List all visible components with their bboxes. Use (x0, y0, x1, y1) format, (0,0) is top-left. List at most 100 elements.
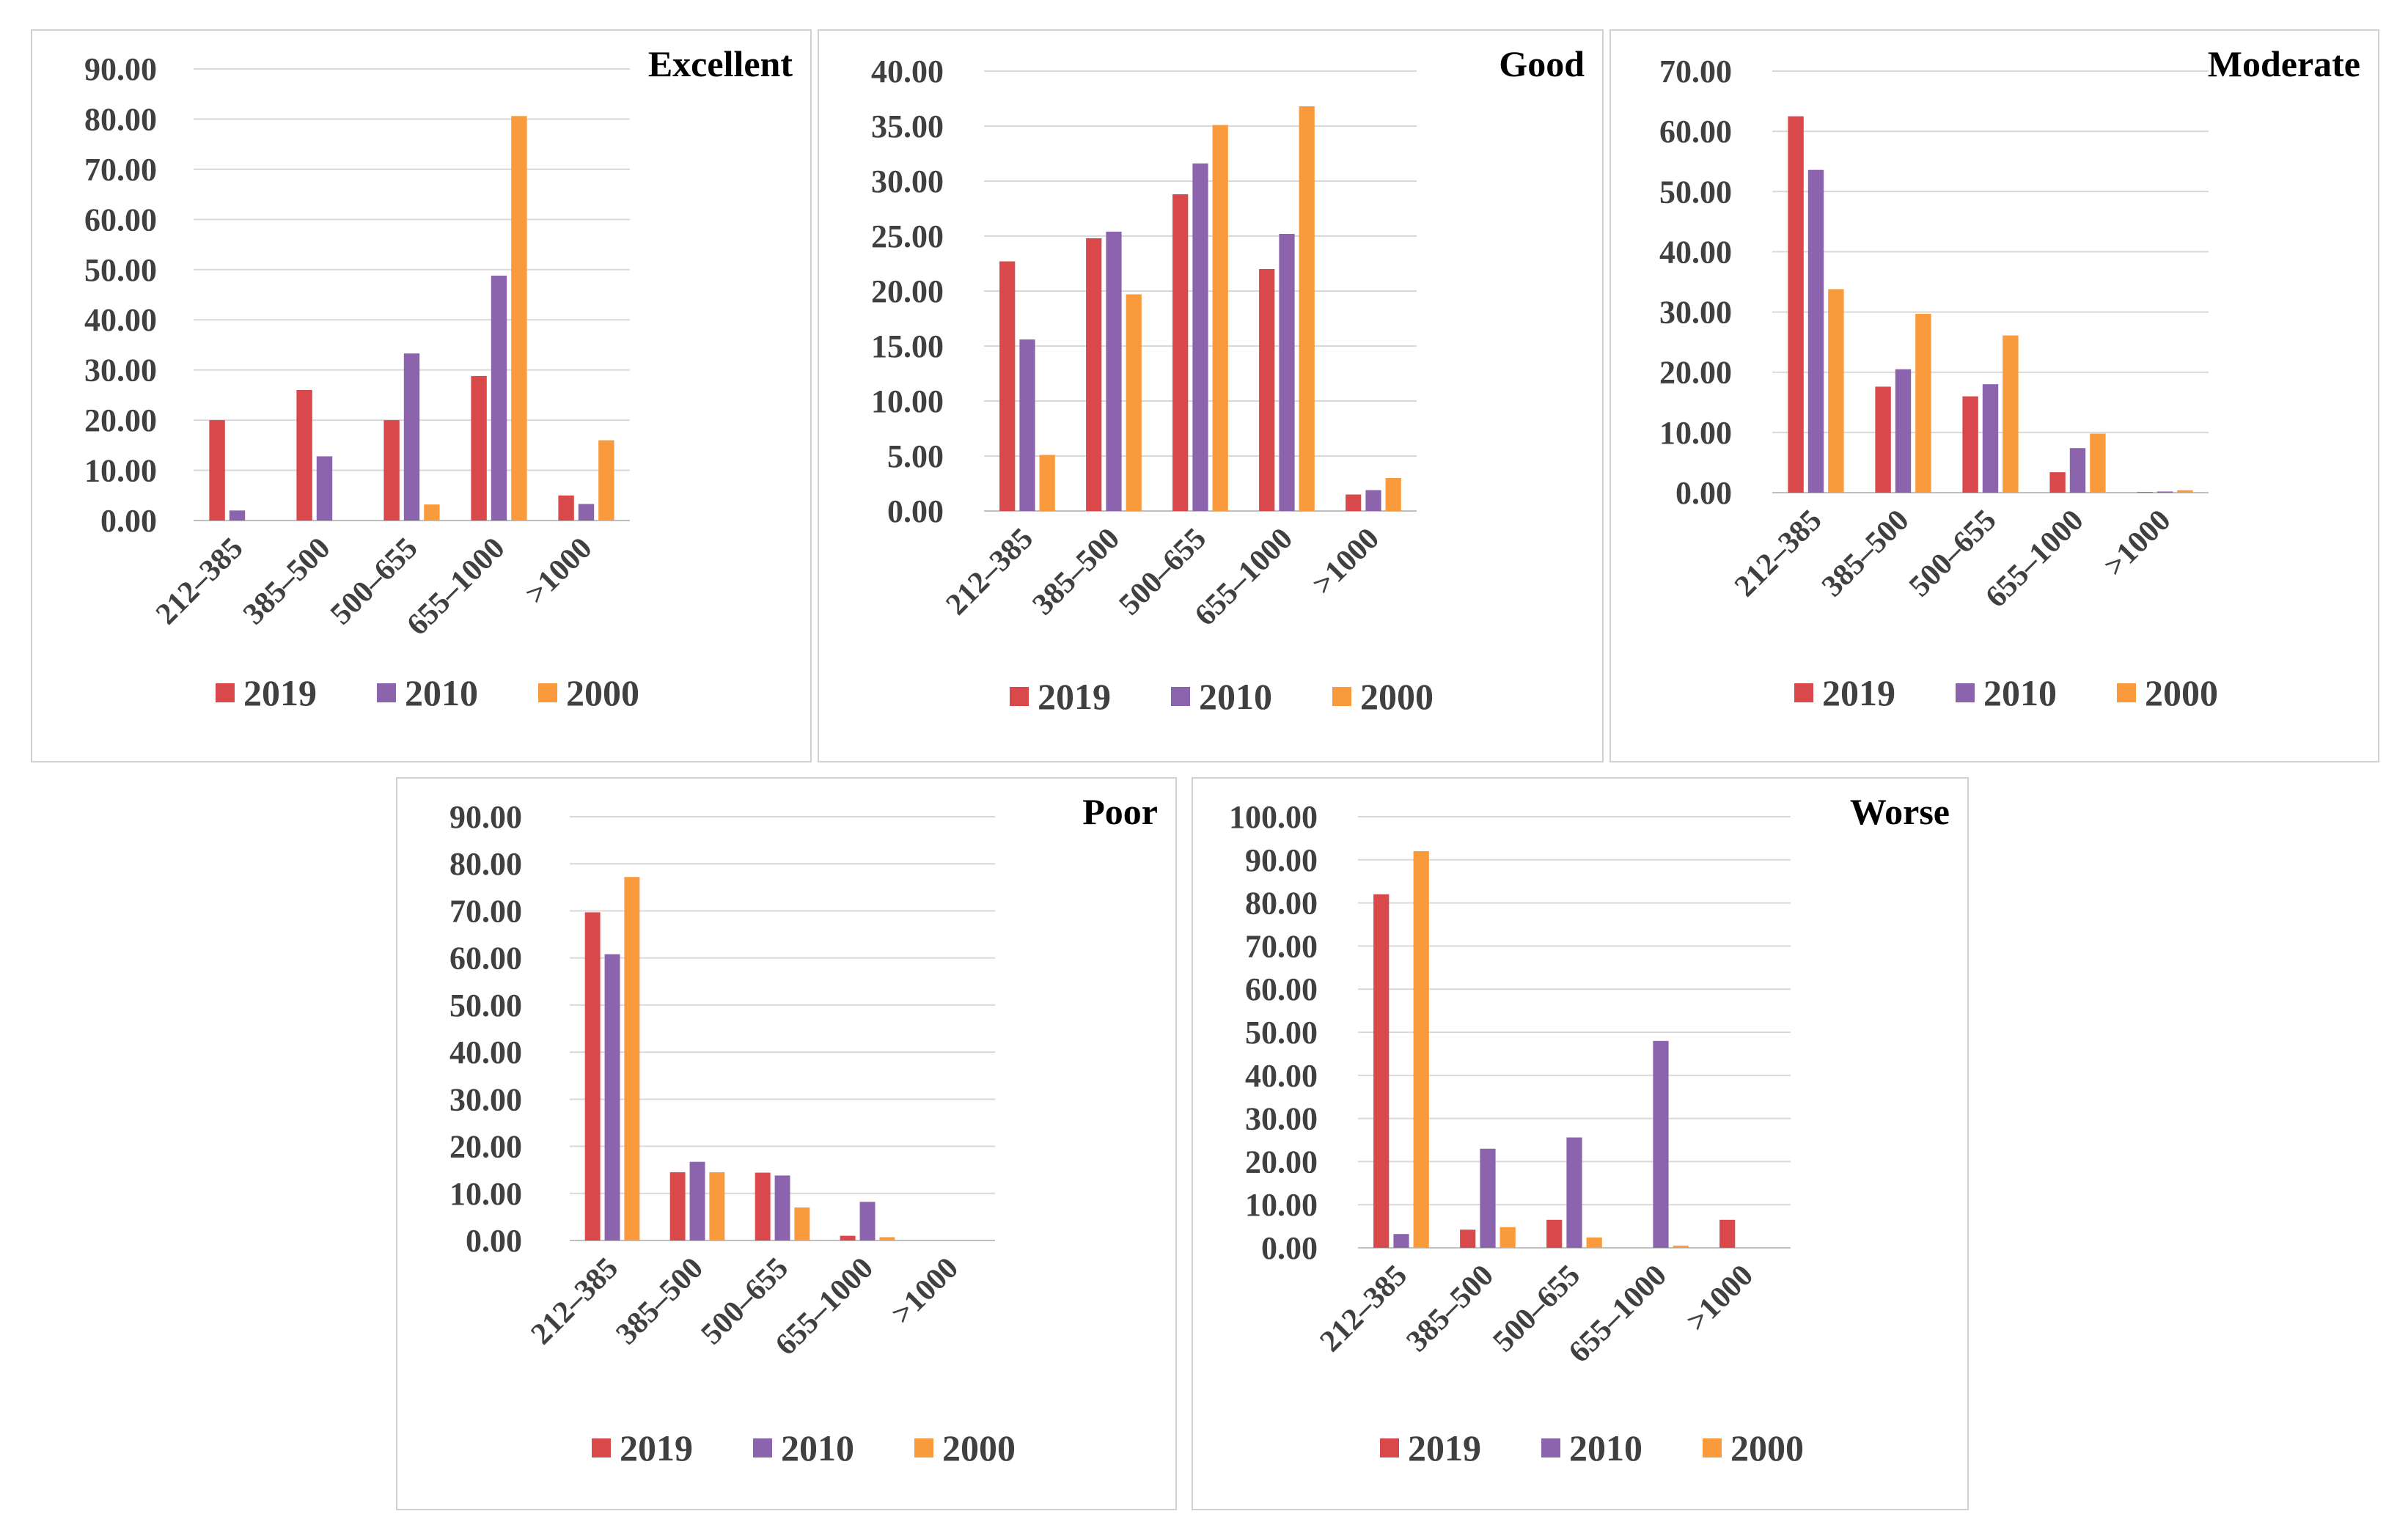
bar-2000-1 (624, 877, 640, 1240)
legend-label-2000: 2000 (1730, 1427, 1804, 1468)
y-tick-label: 60.00 (1245, 971, 1318, 1007)
bar-2010-4 (859, 1202, 876, 1240)
y-tick-label: 40.00 (84, 302, 157, 338)
legend-label-2000: 2000 (942, 1427, 1016, 1468)
y-tick-label: 15.00 (871, 328, 944, 364)
chart-title: Poor (1082, 791, 1158, 832)
legend-swatch-2010 (1171, 687, 1190, 706)
bar-2000-2 (1126, 294, 1142, 511)
legend-swatch-2019 (592, 1438, 611, 1457)
bar-2010-5 (578, 504, 595, 521)
y-tick-label: 40.00 (871, 54, 944, 89)
x-tick-label: 385–500 (237, 532, 337, 631)
bar-2019-5 (558, 495, 574, 521)
legend-label-2010: 2010 (1569, 1427, 1642, 1468)
bar-2019-3 (1546, 1219, 1563, 1248)
bar-2000-3 (1586, 1237, 1602, 1248)
bar-2010-3 (403, 353, 420, 521)
bar-2010-3 (1192, 163, 1208, 511)
bar-2019-1 (209, 420, 225, 521)
x-tick-label: 212–385 (525, 1251, 625, 1351)
x-tick-label: 655–1000 (1979, 504, 2090, 614)
y-tick-label: 50.00 (1659, 174, 1732, 210)
x-tick-label: 655–1000 (400, 532, 511, 642)
bar-2000-4 (511, 116, 527, 521)
chart-excellent: Excellent 0.00 10.00 20.00 30.00 40.00 50.00 60… (84, 43, 793, 713)
y-tick-label: 30.00 (449, 1081, 522, 1117)
y-tick-label: 20.00 (1245, 1144, 1318, 1180)
bar-2010-2 (316, 456, 333, 521)
bar-2019-2 (296, 390, 312, 521)
x-tick-label: >1000 (2098, 504, 2178, 584)
y-tick-label: 30.00 (871, 163, 944, 199)
y-tick-label: 40.00 (1659, 234, 1732, 270)
x-tick-label: >1000 (1306, 522, 1386, 602)
bar-2000-3 (424, 504, 440, 521)
y-tick-label: 35.00 (871, 109, 944, 144)
x-tick-label: 212–385 (150, 532, 249, 631)
bar-2010-2 (1480, 1148, 1496, 1248)
x-tick-label: >1000 (885, 1251, 965, 1331)
bar-2000-1 (1828, 289, 1844, 493)
x-tick-label: >1000 (1680, 1259, 1760, 1339)
bar-2010-3 (1566, 1137, 1582, 1248)
bar-2019-2 (1086, 238, 1102, 511)
legend-swatch-2010 (753, 1438, 772, 1457)
chart-title: Excellent (648, 43, 793, 84)
bar-2019-4 (471, 375, 487, 521)
y-tick-label: 25.00 (871, 218, 944, 254)
bar-2010-3 (1982, 384, 1999, 493)
chart-panel-poor: Poor 0.00 10.00 20.00 30.00 40.00 50.00 60.00 70… (396, 777, 1177, 1510)
bar-2010-1 (229, 510, 246, 521)
bar-2019-1 (584, 912, 601, 1240)
y-tick-label: 20.00 (871, 273, 944, 309)
bar-2019-1 (999, 261, 1016, 511)
bar-2000-2 (1500, 1227, 1516, 1248)
legend-swatch-2019 (1010, 687, 1029, 706)
bar-2000-5 (598, 440, 614, 521)
y-tick-label: 0.00 (466, 1223, 522, 1259)
bar-2010-2 (689, 1161, 705, 1240)
legend-label-2019: 2019 (620, 1427, 693, 1468)
legend-label-2000: 2000 (566, 672, 639, 713)
y-tick-label: 50.00 (84, 252, 157, 288)
bar-2000-4 (2090, 433, 2106, 493)
bar-2000-1 (1039, 455, 1055, 511)
legend-label-2000: 2000 (2145, 672, 2218, 713)
chart-panel-good: Good 0.00 5.00 10.00 15.00 20.00 25.00 30.00 35.… (818, 29, 1604, 762)
legend-swatch-2000 (1332, 687, 1351, 706)
bar-2019-4 (840, 1235, 856, 1240)
bar-2019-4 (1259, 269, 1275, 511)
y-tick-label: 10.00 (1659, 415, 1732, 451)
y-tick-label: 80.00 (449, 846, 522, 882)
bar-2010-4 (491, 276, 507, 521)
chart-panel-moderate: Moderate 0.00 10.00 20.00 30.00 40.00 50.00 60.… (1609, 29, 2379, 762)
x-tick-label: 212–385 (940, 522, 1040, 622)
y-tick-label: 50.00 (449, 988, 522, 1023)
legend-label-2000: 2000 (1360, 676, 1434, 717)
y-tick-label: 10.00 (871, 383, 944, 419)
legend-swatch-2000 (538, 683, 557, 702)
y-tick-label: 40.00 (449, 1034, 522, 1070)
bar-2000-3 (2003, 335, 2019, 493)
x-tick-label: 212–385 (1314, 1259, 1414, 1359)
y-tick-label: 10.00 (1245, 1187, 1318, 1223)
y-tick-label: 10.00 (449, 1176, 522, 1212)
legend-swatch-2000 (914, 1438, 933, 1457)
y-tick-label: 20.00 (1659, 355, 1732, 391)
bar-2010-4 (1653, 1040, 1669, 1248)
legend-label-2019: 2019 (1408, 1427, 1481, 1468)
bar-2000-2 (709, 1172, 725, 1240)
chart-title: Good (1499, 43, 1585, 84)
bar-2000-4 (1299, 106, 1315, 511)
legend-swatch-2019 (1380, 1438, 1399, 1457)
y-tick-label: 70.00 (84, 152, 157, 188)
y-tick-label: 0.00 (887, 493, 944, 529)
x-tick-label: 385–500 (610, 1251, 710, 1351)
legend-label-2010: 2010 (781, 1427, 854, 1468)
y-tick-label: 80.00 (84, 101, 157, 137)
legend-swatch-2000 (1703, 1438, 1722, 1457)
y-tick-label: 20.00 (84, 402, 157, 438)
legend-swatch-2010 (377, 683, 396, 702)
bar-2000-4 (1673, 1246, 1689, 1248)
